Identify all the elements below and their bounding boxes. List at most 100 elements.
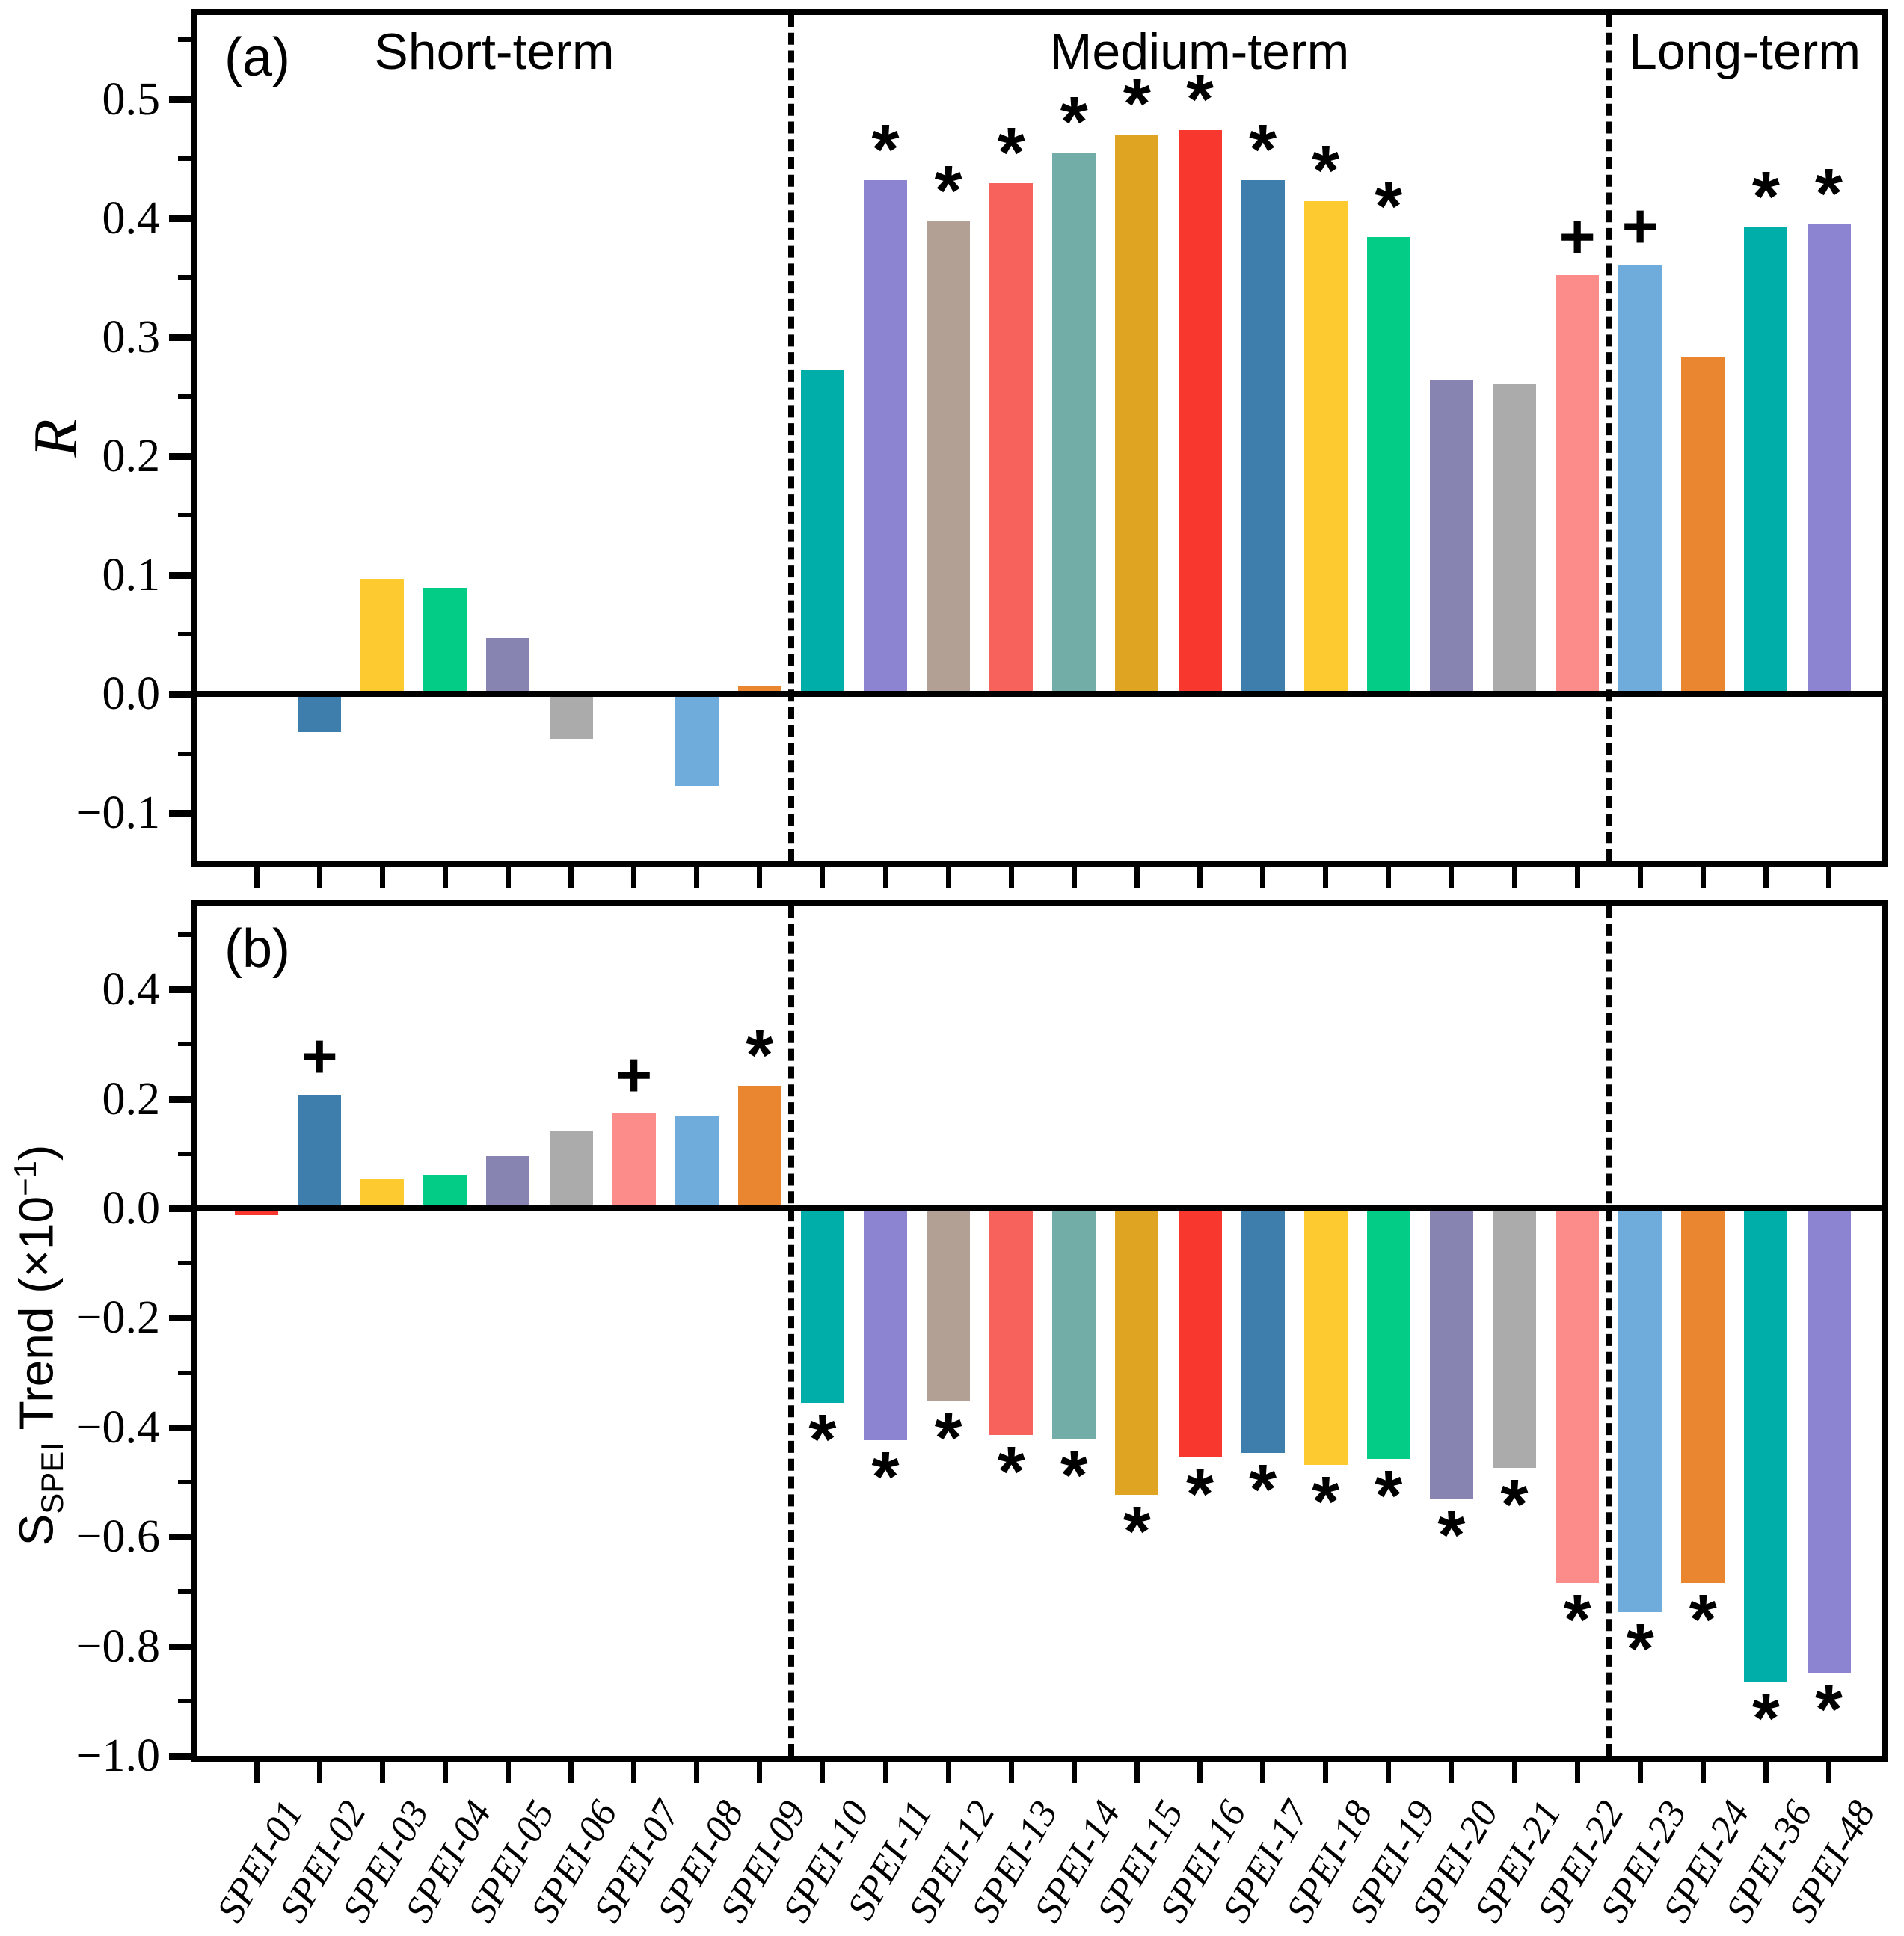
x-tick bbox=[694, 1762, 700, 1783]
y-major-tick bbox=[169, 571, 191, 579]
x-tick bbox=[945, 1762, 951, 1783]
bar-SPEI-23-panel-b bbox=[1618, 1208, 1662, 1612]
y-minor-tick bbox=[178, 1589, 191, 1594]
x-tick bbox=[1637, 1762, 1643, 1783]
significance-asterisk: * bbox=[1815, 153, 1843, 233]
x-tick bbox=[1197, 1762, 1203, 1783]
y-minor-tick bbox=[178, 37, 191, 42]
y-tick-label: −1.0 bbox=[76, 1730, 160, 1781]
section-divider-1 bbox=[787, 906, 794, 1756]
y-major-tick bbox=[169, 691, 191, 698]
x-tick bbox=[1197, 867, 1203, 888]
x-tick bbox=[1826, 867, 1831, 888]
y-major-tick bbox=[169, 452, 191, 460]
y-tick-label: 0.0 bbox=[102, 669, 161, 719]
y-tick-label: 0.5 bbox=[102, 73, 161, 125]
significance-asterisk: * bbox=[997, 1432, 1025, 1511]
y-major-tick bbox=[169, 96, 191, 103]
x-tick bbox=[442, 1762, 448, 1783]
section-label-medium-term: Medium-term bbox=[1049, 23, 1350, 80]
bar-SPEI-16-panel-b bbox=[1178, 1208, 1222, 1457]
significance-asterisk: * bbox=[1751, 157, 1780, 237]
x-tick bbox=[1574, 1762, 1580, 1783]
significance-asterisk: * bbox=[1312, 131, 1340, 211]
bar-SPEI-12-panel-b bbox=[927, 1208, 971, 1401]
bar-SPEI-09-panel-b bbox=[737, 1086, 781, 1209]
y-tick-label: −0.6 bbox=[76, 1511, 160, 1563]
y-tick-label: −0.1 bbox=[76, 787, 160, 839]
y-tick-label: −0.2 bbox=[76, 1292, 160, 1344]
bar-SPEI-18-panel-a bbox=[1303, 201, 1348, 695]
section-divider-1 bbox=[787, 15, 794, 861]
y-major-tick bbox=[169, 1095, 191, 1103]
significance-asterisk: * bbox=[746, 1015, 774, 1095]
bar-SPEI-19-panel-a bbox=[1366, 237, 1410, 695]
bar-SPEI-05-panel-b bbox=[486, 1156, 530, 1209]
significance-asterisk: * bbox=[1815, 1670, 1843, 1749]
x-tick bbox=[505, 867, 511, 888]
section-label-long-term: Long-term bbox=[1629, 23, 1861, 80]
significance-asterisk: * bbox=[934, 1398, 962, 1478]
bar-SPEI-14-panel-a bbox=[1052, 153, 1096, 695]
bar-SPEI-15-panel-b bbox=[1115, 1208, 1159, 1495]
x-tick bbox=[631, 867, 637, 888]
bar-SPEI-06-panel-a bbox=[549, 694, 593, 739]
bar-SPEI-48-panel-b bbox=[1807, 1208, 1851, 1673]
panel-letter-a: (a) bbox=[224, 28, 290, 87]
x-tick bbox=[1323, 1762, 1329, 1783]
significance-asterisk: * bbox=[871, 1437, 900, 1516]
y-major-tick bbox=[169, 1315, 191, 1322]
x-tick bbox=[945, 867, 951, 888]
y-minor-tick bbox=[178, 1480, 191, 1484]
y-tick-label: 0.2 bbox=[102, 1073, 161, 1125]
y-minor-tick bbox=[178, 1151, 191, 1156]
x-tick bbox=[1134, 1762, 1140, 1783]
significance-plus: + bbox=[301, 1020, 338, 1091]
y-major-tick bbox=[169, 1424, 191, 1431]
x-tick bbox=[254, 867, 260, 888]
x-tick bbox=[568, 1762, 574, 1783]
bar-SPEI-13-panel-a bbox=[989, 183, 1034, 695]
bar-SPEI-20-panel-b bbox=[1429, 1208, 1473, 1499]
x-tick bbox=[1386, 867, 1392, 888]
significance-asterisk: * bbox=[934, 151, 962, 231]
section-label-short-term: Short-term bbox=[374, 23, 615, 80]
bar-SPEI-07-panel-b bbox=[612, 1113, 656, 1208]
significance-asterisk: * bbox=[1249, 1450, 1277, 1529]
bar-SPEI-04-panel-a bbox=[423, 588, 467, 695]
x-tick bbox=[1260, 867, 1266, 888]
significance-asterisk: * bbox=[808, 1400, 837, 1479]
bar-SPEI-01-panel-b bbox=[235, 1208, 278, 1215]
bar-SPEI-05-panel-a bbox=[486, 638, 530, 695]
significance-asterisk: * bbox=[1186, 59, 1214, 139]
significance-asterisk: * bbox=[997, 113, 1025, 193]
bar-SPEI-17-panel-b bbox=[1241, 1208, 1285, 1453]
y-major-tick bbox=[169, 986, 191, 994]
ylabel-b-subscript: SPEI bbox=[34, 1442, 70, 1514]
y-minor-tick bbox=[178, 751, 191, 756]
x-tick bbox=[1008, 867, 1014, 888]
x-tick bbox=[1637, 867, 1643, 888]
x-tick bbox=[1449, 1762, 1455, 1783]
bar-SPEI-02-panel-b bbox=[298, 1094, 342, 1208]
x-tick bbox=[1323, 867, 1329, 888]
x-tick bbox=[442, 867, 448, 888]
x-tick bbox=[1574, 867, 1580, 888]
y-major-tick bbox=[169, 1534, 191, 1541]
x-tick bbox=[1071, 867, 1077, 888]
bar-SPEI-17-panel-a bbox=[1241, 179, 1285, 694]
bar-SPEI-10-panel-a bbox=[800, 370, 844, 695]
bar-SPEI-20-panel-a bbox=[1429, 379, 1473, 694]
y-minor-tick bbox=[178, 513, 191, 518]
x-tick bbox=[1700, 1762, 1706, 1783]
y-major-tick bbox=[169, 334, 191, 341]
x-tick bbox=[820, 1762, 826, 1783]
x-tick bbox=[1071, 1762, 1077, 1783]
y-major-tick bbox=[169, 1205, 191, 1212]
bar-SPEI-48-panel-a bbox=[1807, 224, 1851, 694]
bar-SPEI-08-panel-a bbox=[675, 694, 719, 786]
y-minor-tick bbox=[178, 1370, 191, 1375]
bar-SPEI-24-panel-b bbox=[1681, 1208, 1725, 1583]
x-tick bbox=[1449, 867, 1455, 888]
y-minor-tick bbox=[178, 156, 191, 162]
